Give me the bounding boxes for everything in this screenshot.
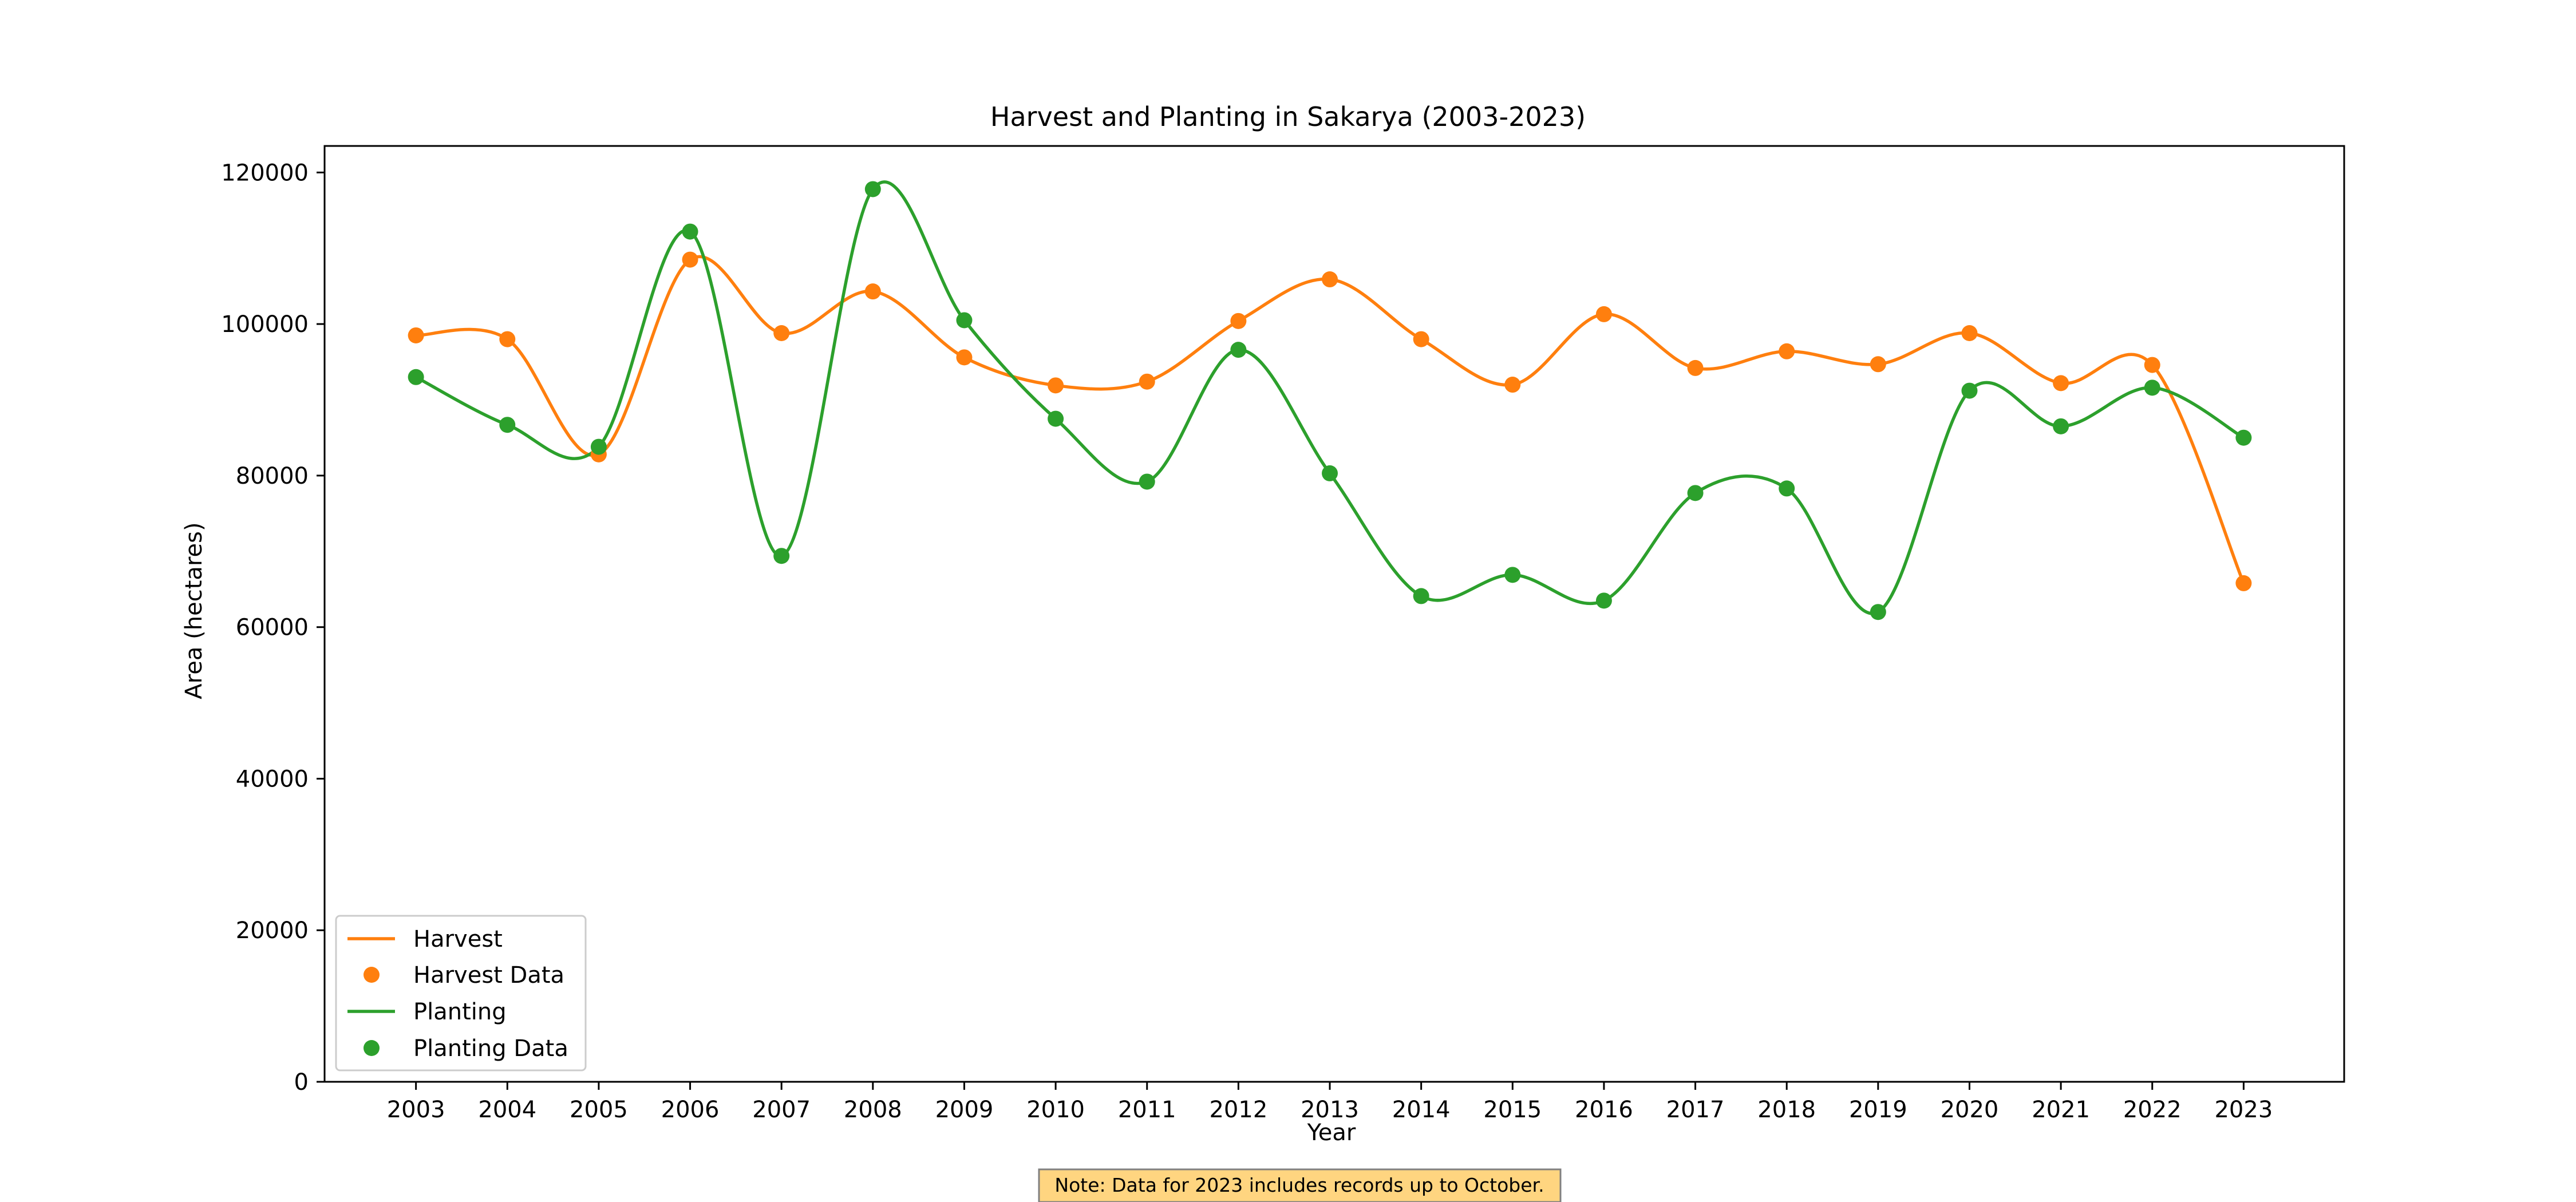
planting-point-2008 xyxy=(864,181,881,197)
note-box: Note: Data for 2023 includes records up … xyxy=(1038,1168,1562,1202)
legend-label-planting-data: Planting Data xyxy=(413,1035,568,1062)
harvest-point-2022 xyxy=(2144,357,2160,373)
x-tick-label-2019: 2019 xyxy=(1849,1097,1907,1123)
harvest-point-2021 xyxy=(2053,375,2069,392)
planting-point-2016 xyxy=(1595,592,1612,609)
x-tick-label-2003: 2003 xyxy=(387,1097,445,1123)
y-tick-label-60000: 60000 xyxy=(236,615,309,641)
axes-layer: 2003 2004 2005 2006 2007 2008 2009 2010 2011 2012… xyxy=(221,145,2345,1123)
note-background xyxy=(1038,1168,1562,1202)
harvest-point-2007 xyxy=(773,325,790,341)
harvest-point-2006 xyxy=(682,251,698,268)
y-tick-label-40000: 40000 xyxy=(236,766,309,792)
planting-point-2023 xyxy=(2235,429,2252,446)
y-axis-label: Area (hectares) xyxy=(181,522,207,699)
harvest-point-2003 xyxy=(408,327,424,343)
x-tick-label-2017: 2017 xyxy=(1666,1097,1725,1123)
legend-box xyxy=(335,915,587,1071)
x-tick-label-2008: 2008 xyxy=(844,1097,902,1123)
planting-point-2020 xyxy=(1961,382,1978,399)
harvest-point-2017 xyxy=(1687,359,1704,376)
legend: Harvest Harvest Data Planting Planting Data xyxy=(335,915,587,1071)
series-layer xyxy=(408,180,2252,620)
planting-point-2013 xyxy=(1322,465,1338,481)
x-tick-label-2015: 2015 xyxy=(1483,1097,1542,1123)
harvest-point-2008 xyxy=(864,283,881,300)
x-tick-label-2012: 2012 xyxy=(1209,1097,1267,1123)
x-tick-label-2013: 2013 xyxy=(1301,1097,1359,1123)
x-tick-label-2022: 2022 xyxy=(2123,1097,2182,1123)
planting-point-2011 xyxy=(1139,473,1155,490)
harvest-point-2019 xyxy=(1870,356,1886,373)
y-tick-label-120000: 120000 xyxy=(221,160,309,186)
x-axis-label: Year xyxy=(1307,1120,1356,1146)
x-tick-label-2011: 2011 xyxy=(1118,1097,1176,1123)
legend-label-harvest: Harvest xyxy=(413,926,503,952)
legend-label-planting: Planting xyxy=(413,999,507,1025)
planting-point-2007 xyxy=(773,548,790,564)
harvest-point-2012 xyxy=(1230,313,1247,329)
x-tick-label-2010: 2010 xyxy=(1026,1097,1085,1123)
planting-point-2015 xyxy=(1504,567,1521,583)
planting-point-2017 xyxy=(1687,485,1704,501)
planting-point-2009 xyxy=(956,312,973,329)
planting-point-2006 xyxy=(682,223,698,240)
x-tick-label-2004: 2004 xyxy=(478,1097,536,1123)
x-tick-label-2023: 2023 xyxy=(2214,1097,2273,1123)
legend-swatch-planting-data xyxy=(364,1040,380,1056)
planting-point-2019 xyxy=(1870,604,1886,620)
x-tick-label-2014: 2014 xyxy=(1392,1097,1451,1123)
planting-point-2010 xyxy=(1048,410,1064,427)
planting-point-2003 xyxy=(408,369,424,385)
note-text: Note: Data for 2023 includes records up … xyxy=(1054,1174,1544,1196)
x-tick-label-2020: 2020 xyxy=(1941,1097,1999,1123)
harvest-point-2004 xyxy=(499,331,516,347)
planting-point-2005 xyxy=(590,438,607,455)
harvest-point-2009 xyxy=(956,349,973,366)
harvest-point-2011 xyxy=(1139,373,1155,390)
x-tick-label-2016: 2016 xyxy=(1575,1097,1633,1123)
planting-point-2014 xyxy=(1413,588,1429,604)
y-tick-label-100000: 100000 xyxy=(221,311,309,338)
planting-line xyxy=(415,180,2245,615)
chart-title: Harvest and Planting in Sakarya (2003-20… xyxy=(990,101,1586,132)
x-tick-label-2005: 2005 xyxy=(570,1097,628,1123)
planting-point-2022 xyxy=(2144,379,2160,396)
legend-label-harvest-data: Harvest Data xyxy=(413,962,564,989)
x-tick-label-2007: 2007 xyxy=(752,1097,811,1123)
planting-point-2018 xyxy=(1779,480,1795,497)
harvest-point-2014 xyxy=(1413,331,1429,347)
x-tick-label-2018: 2018 xyxy=(1757,1097,1816,1123)
legend-swatch-harvest-data xyxy=(364,967,380,983)
x-tick-label-2006: 2006 xyxy=(661,1097,720,1123)
y-tick-label-20000: 20000 xyxy=(236,918,309,944)
planting-point-2021 xyxy=(2053,418,2069,434)
planting-point-2012 xyxy=(1230,342,1247,358)
harvest-point-2015 xyxy=(1504,377,1521,393)
harvest-point-2016 xyxy=(1595,306,1612,322)
x-tick-label-2009: 2009 xyxy=(935,1097,994,1123)
harvest-point-2020 xyxy=(1961,325,1978,341)
planting-point-2004 xyxy=(499,417,516,433)
y-tick-label-80000: 80000 xyxy=(236,463,309,489)
y-tick-label-0: 0 xyxy=(294,1069,309,1096)
plot-frame xyxy=(323,145,2345,1083)
x-tick-label-2021: 2021 xyxy=(2032,1097,2090,1123)
harvest-point-2013 xyxy=(1322,271,1338,288)
harvest-point-2018 xyxy=(1779,343,1795,359)
harvest-point-2010 xyxy=(1048,377,1064,394)
harvest-point-2023 xyxy=(2235,575,2252,591)
